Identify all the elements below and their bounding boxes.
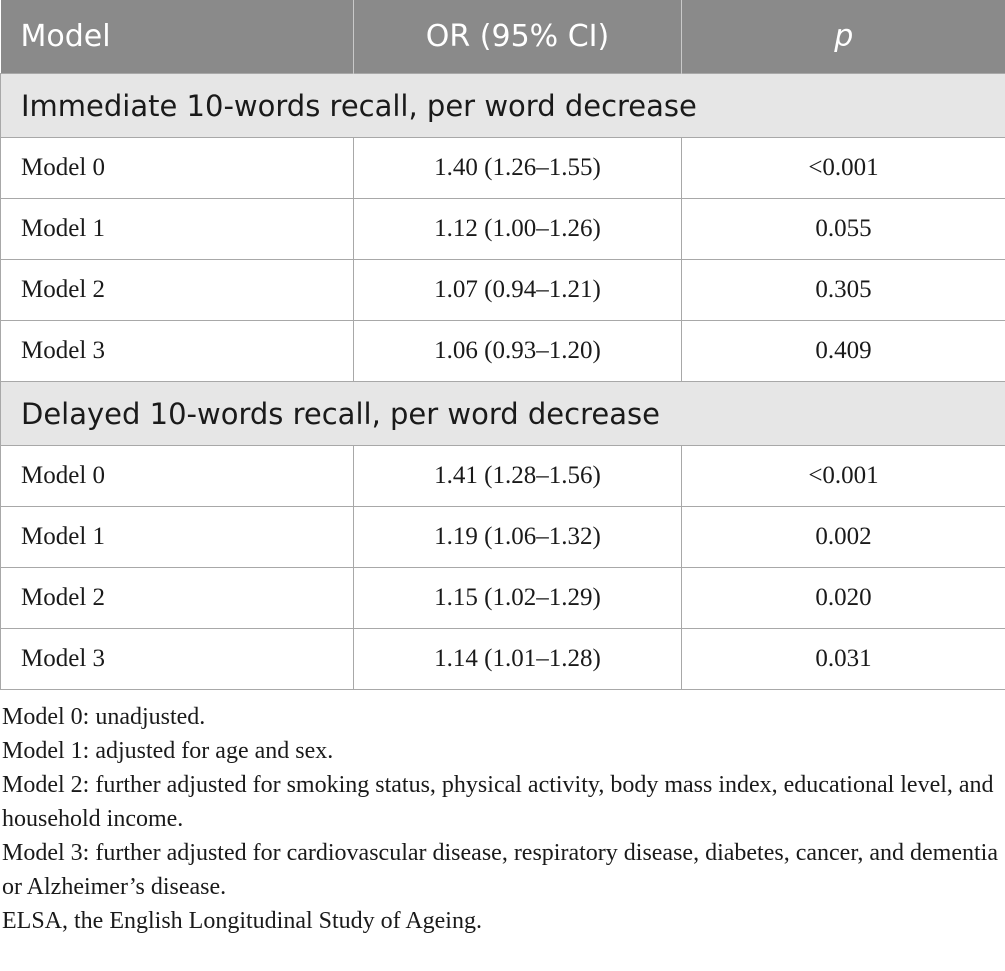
section-title: Immediate 10-words recall, per word decr…: [0, 73, 1005, 138]
model-cell: Model 3: [0, 628, 354, 690]
p-cell: <0.001: [681, 445, 1005, 507]
model-cell: Model 2: [0, 259, 354, 321]
section-row-delayed-recall: Delayed 10-words recall, per word decrea…: [0, 381, 1005, 446]
header-model: Model: [0, 0, 354, 74]
results-table-container: Model OR (95% CI) p Immediate 10-words r…: [0, 0, 1005, 690]
footnote-model-3: Model 3: further adjusted for cardiovasc…: [2, 840, 998, 900]
results-table: Model OR (95% CI) p Immediate 10-words r…: [0, 0, 1005, 690]
table-header: Model OR (95% CI) p: [0, 0, 1005, 74]
p-cell: 0.002: [681, 506, 1005, 568]
or-cell: 1.41 (1.28–1.56): [353, 445, 682, 507]
p-cell: 0.020: [681, 567, 1005, 629]
model-cell: Model 2: [0, 567, 354, 629]
section-title: Delayed 10-words recall, per word decrea…: [0, 381, 1005, 446]
footnote-abbreviation: ELSA, the English Longitudinal Study of …: [2, 908, 482, 934]
model-cell: Model 0: [0, 137, 354, 199]
or-cell: 1.12 (1.00–1.26): [353, 198, 682, 260]
or-cell: 1.07 (0.94–1.21): [353, 259, 682, 321]
model-cell: Model 1: [0, 506, 354, 568]
table-row: Model 3 1.14 (1.01–1.28) 0.031: [0, 628, 1005, 690]
table-row: Model 0 1.40 (1.26–1.55) <0.001: [0, 137, 1005, 199]
section-row-immediate-recall: Immediate 10-words recall, per word decr…: [0, 73, 1005, 138]
p-cell: <0.001: [681, 137, 1005, 199]
table-body: Immediate 10-words recall, per word decr…: [0, 73, 1005, 690]
header-p-value: p: [681, 0, 1005, 74]
model-cell: Model 1: [0, 198, 354, 260]
table-row: Model 1 1.19 (1.06–1.32) 0.002: [0, 506, 1005, 568]
table-footnotes: Model 0: unadjusted. Model 1: adjusted f…: [0, 700, 1005, 938]
or-cell: 1.06 (0.93–1.20): [353, 320, 682, 382]
p-cell: 0.055: [681, 198, 1005, 260]
header-row: Model OR (95% CI) p: [0, 0, 1005, 74]
footnote-model-1: Model 1: adjusted for age and sex.: [2, 738, 334, 764]
p-cell: 0.305: [681, 259, 1005, 321]
model-cell: Model 0: [0, 445, 354, 507]
p-cell: 0.031: [681, 628, 1005, 690]
table-row: Model 3 1.06 (0.93–1.20) 0.409: [0, 320, 1005, 382]
p-cell: 0.409: [681, 320, 1005, 382]
or-cell: 1.14 (1.01–1.28): [353, 628, 682, 690]
header-or-ci: OR (95% CI): [353, 0, 682, 74]
or-cell: 1.19 (1.06–1.32): [353, 506, 682, 568]
table-row: Model 1 1.12 (1.00–1.26) 0.055: [0, 198, 1005, 260]
table-row: Model 2 1.15 (1.02–1.29) 0.020: [0, 567, 1005, 629]
footnote-model-0: Model 0: unadjusted.: [2, 704, 206, 730]
or-cell: 1.40 (1.26–1.55): [353, 137, 682, 199]
footnote-model-2: Model 2: further adjusted for smoking st…: [2, 772, 994, 832]
table-row: Model 0 1.41 (1.28–1.56) <0.001: [0, 445, 1005, 507]
model-cell: Model 3: [0, 320, 354, 382]
or-cell: 1.15 (1.02–1.29): [353, 567, 682, 629]
table-row: Model 2 1.07 (0.94–1.21) 0.305: [0, 259, 1005, 321]
